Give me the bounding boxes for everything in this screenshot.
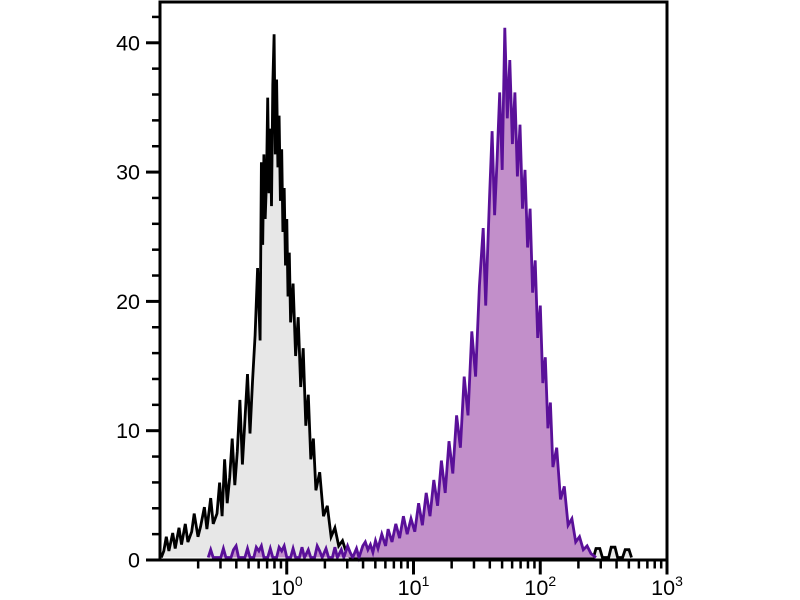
x-axis-tick-label: 103 [651,573,683,600]
x-axis-tick-label: 101 [398,573,430,600]
unstained-control-histogram-outline [159,34,633,559]
stained-sample-histogram-outline [206,27,597,563]
y-axis-tick-label: 20 [116,290,140,314]
stained-sample-histogram-fill [208,27,596,558]
plot-frame [158,0,669,562]
unstained-control-histogram-fill [161,34,632,558]
y-axis-tick-label: 40 [116,31,140,55]
y-axis-tick-label: 30 [116,161,140,185]
y-axis-tick-label: 0 [128,549,140,573]
x-axis-tick-label: 100 [271,573,303,600]
x-axis-tick-label: 102 [524,573,556,600]
y-axis-tick-label: 10 [116,419,140,443]
